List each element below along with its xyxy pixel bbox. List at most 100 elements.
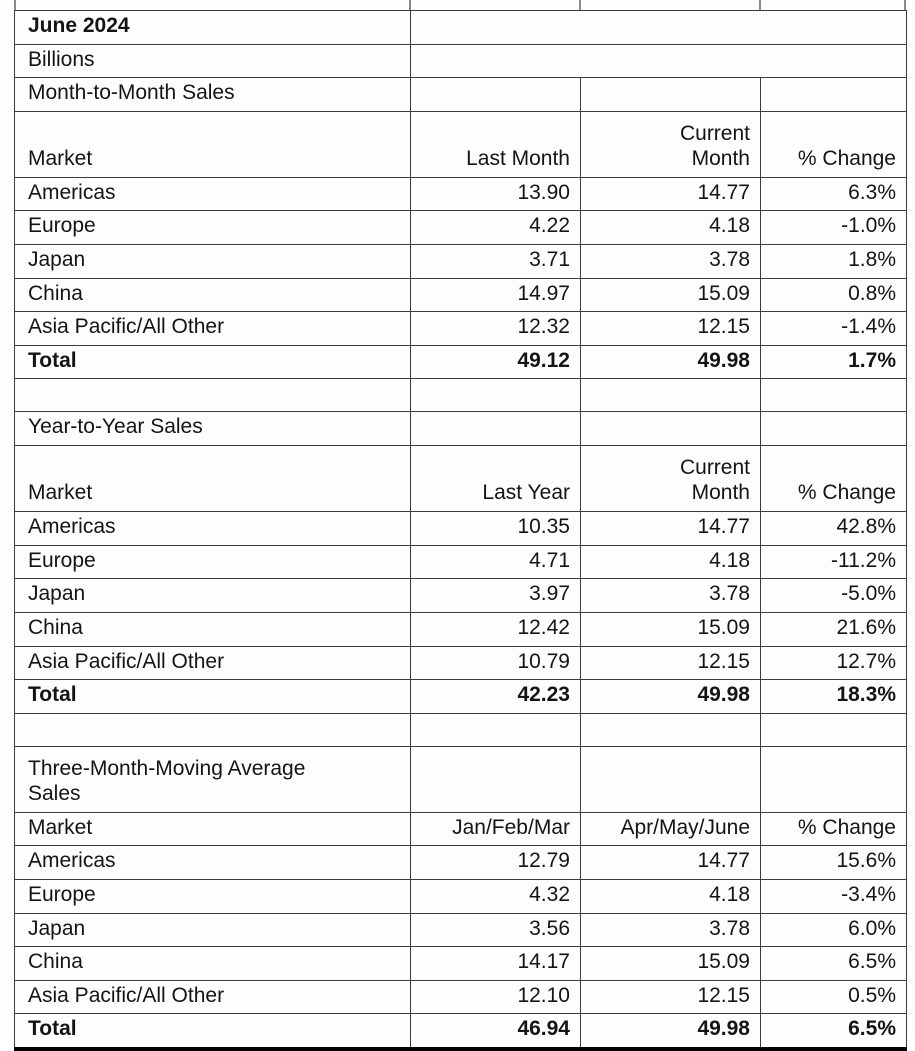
sheet-title-cell[interactable]: June 2024 [14, 10, 411, 45]
value-cell[interactable]: 13.90 [410, 176, 581, 212]
column-header-pct-change[interactable]: % Change [760, 811, 907, 847]
value-cell[interactable]: 4.71 [410, 544, 581, 580]
empty-cell[interactable] [410, 10, 907, 45]
empty-cell[interactable] [410, 77, 581, 112]
pct-change-cell[interactable]: -11.2% [760, 544, 907, 580]
column-header-pct-change[interactable]: % Change [760, 110, 907, 178]
market-cell[interactable]: Japan [14, 244, 411, 279]
pct-change-cell[interactable]: -1.0% [760, 210, 907, 246]
empty-cell[interactable] [14, 712, 411, 747]
market-cell[interactable]: Americas [14, 845, 411, 880]
value-cell[interactable]: 12.32 [410, 311, 581, 346]
column-header-last-year[interactable]: Last Year [410, 445, 581, 513]
pct-change-cell[interactable]: 42.8% [760, 511, 907, 546]
value-cell[interactable]: 15.09 [580, 611, 761, 647]
value-cell[interactable]: 15.09 [580, 946, 761, 981]
total-label-cell[interactable]: Total [14, 344, 411, 380]
section-name-cell[interactable]: Month-to-Month Sales [14, 77, 411, 112]
market-cell[interactable]: Europe [14, 878, 411, 914]
market-cell[interactable]: China [14, 277, 411, 313]
total-pct-change-cell[interactable]: 1.7% [760, 344, 907, 380]
total-value-cell[interactable]: 49.98 [580, 1013, 761, 1051]
value-cell[interactable]: 4.22 [410, 210, 581, 246]
value-cell[interactable]: 12.15 [580, 979, 761, 1015]
market-cell[interactable]: Europe [14, 544, 411, 580]
market-cell[interactable]: Japan [14, 578, 411, 613]
value-cell[interactable]: 14.17 [410, 946, 581, 981]
empty-cell[interactable] [580, 712, 761, 747]
empty-cell[interactable] [410, 411, 581, 447]
total-value-cell[interactable]: 49.12 [410, 344, 581, 380]
value-cell[interactable]: 3.78 [580, 244, 761, 279]
empty-cell[interactable] [580, 411, 761, 447]
value-cell[interactable]: 14.77 [580, 845, 761, 880]
total-pct-change-cell[interactable]: 6.5% [760, 1013, 907, 1051]
pct-change-cell[interactable]: 21.6% [760, 611, 907, 647]
empty-cell[interactable] [760, 712, 907, 747]
empty-cell[interactable] [410, 378, 581, 413]
value-cell[interactable]: 3.78 [580, 578, 761, 613]
column-header-current-month[interactable]: Current Month [580, 445, 761, 513]
total-value-cell[interactable]: 49.98 [580, 344, 761, 380]
value-cell[interactable]: 10.35 [410, 511, 581, 546]
empty-cell[interactable] [760, 411, 907, 447]
market-cell[interactable]: Japan [14, 912, 411, 948]
market-cell[interactable]: Americas [14, 176, 411, 212]
section-name-cell[interactable]: Three-Month-Moving Average Sales [14, 745, 411, 813]
value-cell[interactable]: 3.71 [410, 244, 581, 279]
units-cell[interactable]: Billions [14, 43, 411, 79]
empty-cell[interactable] [410, 745, 581, 813]
pct-change-cell[interactable]: 6.0% [760, 912, 907, 948]
column-header-market[interactable]: Market [14, 110, 411, 178]
pct-change-cell[interactable]: -3.4% [760, 878, 907, 914]
column-header-last-month[interactable]: Last Month [410, 110, 581, 178]
market-cell[interactable]: Asia Pacific/All Other [14, 311, 411, 346]
value-cell[interactable]: 14.77 [580, 511, 761, 546]
pct-change-cell[interactable]: 15.6% [760, 845, 907, 880]
value-cell[interactable]: 10.79 [410, 645, 581, 681]
section-name-cell[interactable]: Year-to-Year Sales [14, 411, 411, 447]
value-cell[interactable]: 3.78 [580, 912, 761, 948]
empty-cell[interactable] [760, 378, 907, 413]
empty-cell[interactable] [580, 745, 761, 813]
empty-cell[interactable] [410, 43, 907, 79]
market-cell[interactable]: Europe [14, 210, 411, 246]
column-header-pct-change[interactable]: % Change [760, 445, 907, 513]
total-value-cell[interactable]: 46.94 [410, 1013, 581, 1051]
pct-change-cell[interactable]: 6.3% [760, 176, 907, 212]
value-cell[interactable]: 3.97 [410, 578, 581, 613]
value-cell[interactable]: 4.18 [580, 544, 761, 580]
empty-cell[interactable] [410, 712, 581, 747]
column-header-market[interactable]: Market [14, 445, 411, 513]
empty-cell[interactable] [14, 378, 411, 413]
market-cell[interactable]: Asia Pacific/All Other [14, 979, 411, 1015]
empty-cell[interactable] [760, 745, 907, 813]
pct-change-cell[interactable]: 6.5% [760, 946, 907, 981]
value-cell[interactable]: 12.15 [580, 311, 761, 346]
column-header-current-month[interactable]: Current Month [580, 110, 761, 178]
value-cell[interactable]: 12.15 [580, 645, 761, 681]
total-label-cell[interactable]: Total [14, 679, 411, 714]
value-cell[interactable]: 4.18 [580, 878, 761, 914]
pct-change-cell[interactable]: 0.5% [760, 979, 907, 1015]
column-header-market[interactable]: Market [14, 811, 411, 847]
column-header-jan-feb-mar[interactable]: Jan/Feb/Mar [410, 811, 581, 847]
pct-change-cell[interactable]: 0.8% [760, 277, 907, 313]
column-header-apr-may-june[interactable]: Apr/May/June [580, 811, 761, 847]
value-cell[interactable]: 4.32 [410, 878, 581, 914]
empty-cell[interactable] [580, 77, 761, 112]
market-cell[interactable]: China [14, 946, 411, 981]
empty-cell[interactable] [580, 378, 761, 413]
value-cell[interactable]: 12.10 [410, 979, 581, 1015]
pct-change-cell[interactable]: 1.8% [760, 244, 907, 279]
total-value-cell[interactable]: 42.23 [410, 679, 581, 714]
value-cell[interactable]: 12.42 [410, 611, 581, 647]
total-label-cell[interactable]: Total [14, 1013, 411, 1051]
value-cell[interactable]: 3.56 [410, 912, 581, 948]
market-cell[interactable]: China [14, 611, 411, 647]
pct-change-cell[interactable]: -5.0% [760, 578, 907, 613]
value-cell[interactable]: 12.79 [410, 845, 581, 880]
value-cell[interactable]: 4.18 [580, 210, 761, 246]
market-cell[interactable]: Asia Pacific/All Other [14, 645, 411, 681]
empty-cell[interactable] [760, 77, 907, 112]
